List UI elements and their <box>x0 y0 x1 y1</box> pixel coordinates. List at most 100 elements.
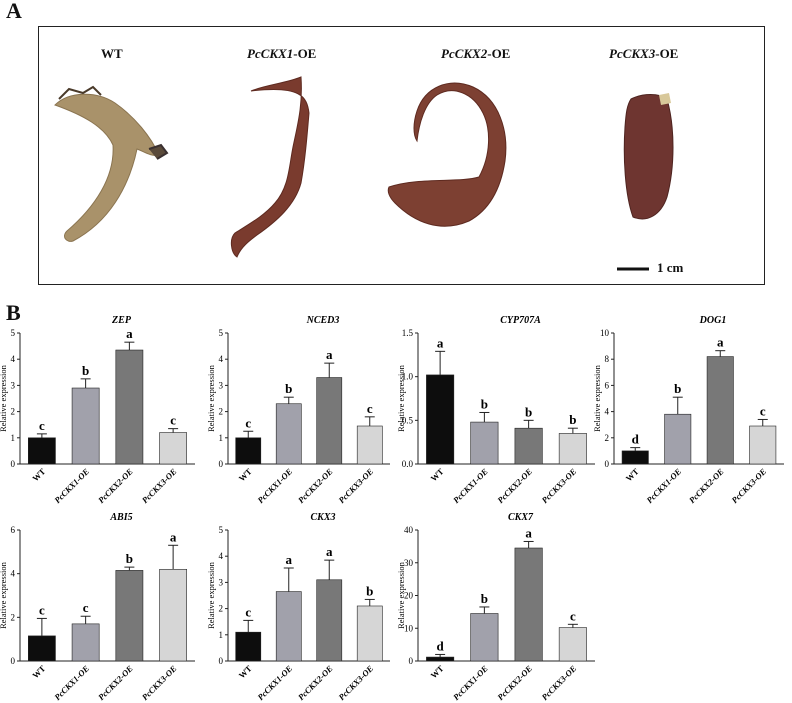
x-tick-label: PcCKX3-OE <box>729 466 768 505</box>
x-tick-label: PcCKX1-OE <box>255 466 294 505</box>
photo-label-ckx3-name: PcCKX3 <box>609 46 656 61</box>
y-tick-label: 6 <box>605 380 610 390</box>
significance-letter: c <box>570 608 576 623</box>
y-tick-label: 2 <box>11 612 16 622</box>
bar <box>115 349 144 465</box>
photo-label-wt-name: WT <box>101 46 123 61</box>
y-tick-label: 1 <box>11 433 16 443</box>
significance-letter: b <box>569 412 576 427</box>
bar <box>664 413 692 465</box>
bar <box>470 613 499 662</box>
chart-title: ABI5 <box>109 512 132 523</box>
bar <box>235 631 262 662</box>
y-tick-label: 4 <box>11 569 16 579</box>
significance-letter: b <box>481 396 488 411</box>
x-tick-label: PcCKX2-OE <box>296 663 335 702</box>
photo-label-ckx1-suffix: -OE <box>293 46 317 61</box>
chart-title: CKX3 <box>310 512 335 523</box>
y-tick-label: 4 <box>605 407 610 417</box>
y-tick-label: 5 <box>11 328 16 338</box>
bar <box>621 450 649 465</box>
significance-letter: a <box>126 326 133 341</box>
significance-letter: b <box>366 583 373 598</box>
significance-letter: c <box>83 600 89 615</box>
ckx2-tuber-image <box>387 82 507 227</box>
significance-letter: a <box>326 347 333 362</box>
y-tick-label: 5 <box>219 525 224 535</box>
y-axis-label: Relative expression <box>0 561 8 629</box>
y-tick-label: 1 <box>219 433 224 443</box>
bar <box>749 425 777 465</box>
x-tick-label: WT <box>237 466 254 483</box>
y-tick-label: 0 <box>605 459 610 469</box>
x-tick-label: PcCKX3-OE <box>539 466 578 505</box>
bar <box>316 377 343 465</box>
bar <box>28 437 56 465</box>
y-axis-label: Relative expression <box>396 364 406 432</box>
y-tick-label: 4 <box>219 551 224 561</box>
x-tick-label: PcCKX2-OE <box>495 466 534 505</box>
bar <box>558 433 587 465</box>
x-tick-label: PcCKX1-OE <box>52 466 91 505</box>
wt-stem-image <box>148 143 169 160</box>
y-axis-label: Relative expression <box>206 364 216 432</box>
photo-label-ckx3-suffix: -OE <box>655 46 679 61</box>
significance-letter: a <box>326 544 333 559</box>
x-tick-label: PcCKX2-OE <box>96 663 135 702</box>
x-tick-label: PcCKX3-OE <box>539 663 578 702</box>
y-tick-label: 4 <box>219 354 224 364</box>
x-tick-label: PcCKX3-OE <box>140 663 179 702</box>
x-tick-label: PcCKX1-OE <box>52 663 91 702</box>
y-axis-label: Relative expression <box>206 561 216 629</box>
y-tick-label: 0.0 <box>402 459 414 469</box>
chart-title: CKX7 <box>508 512 534 523</box>
y-tick-label: 0 <box>219 459 224 469</box>
bar <box>316 579 343 662</box>
y-tick-label: 0 <box>11 656 16 666</box>
panel-b-label: B <box>6 300 21 325</box>
bar <box>514 547 543 662</box>
bar <box>115 570 144 662</box>
significance-letter: b <box>285 381 292 396</box>
y-tick-label: 3 <box>219 380 224 390</box>
x-tick-label: WT <box>428 663 445 680</box>
significance-letter: c <box>39 418 45 433</box>
y-tick-label: 10 <box>600 328 610 338</box>
x-tick-label: WT <box>428 466 445 483</box>
significance-letter: b <box>126 551 133 566</box>
photo-label-ckx1: PcCKX1-OE <box>247 46 316 62</box>
y-tick-label: 1 <box>219 630 224 640</box>
x-tick-label: WT <box>237 663 254 680</box>
y-tick-label: 2 <box>219 604 224 614</box>
photo-label-ckx3: PcCKX3-OE <box>609 46 678 62</box>
bar <box>356 605 383 662</box>
x-tick-label: WT <box>624 466 641 483</box>
panel-a-label: A <box>6 0 22 23</box>
y-tick-label: 8 <box>605 354 610 364</box>
significance-letter: a <box>286 552 293 567</box>
bar <box>275 591 302 662</box>
x-tick-label: PcCKX1-OE <box>255 663 294 702</box>
wt-tuber-image <box>54 93 160 242</box>
significance-letter: a <box>525 525 532 540</box>
photo-label-ckx2: PcCKX2-OE <box>441 46 510 62</box>
significance-letter: a <box>437 335 444 350</box>
bar <box>514 427 543 465</box>
significance-letter: c <box>39 602 45 617</box>
bar <box>275 403 302 465</box>
y-tick-label: 4 <box>11 354 16 364</box>
ckx3-tip-image <box>659 93 671 105</box>
y-tick-label: 3 <box>11 380 16 390</box>
bar <box>28 635 56 662</box>
y-axis-label: Relative expression <box>0 364 8 432</box>
chart-title: DOG1 <box>699 315 727 326</box>
chart-title: NCED3 <box>306 315 340 326</box>
bar <box>426 656 455 662</box>
y-tick-label: 10 <box>404 623 414 633</box>
scale-bar-label: 1 cm <box>657 260 684 275</box>
significance-letter: c <box>367 401 373 416</box>
y-axis-label: Relative expression <box>592 364 602 432</box>
photo-label-ckx2-suffix: -OE <box>487 46 511 61</box>
significance-letter: b <box>525 404 532 419</box>
